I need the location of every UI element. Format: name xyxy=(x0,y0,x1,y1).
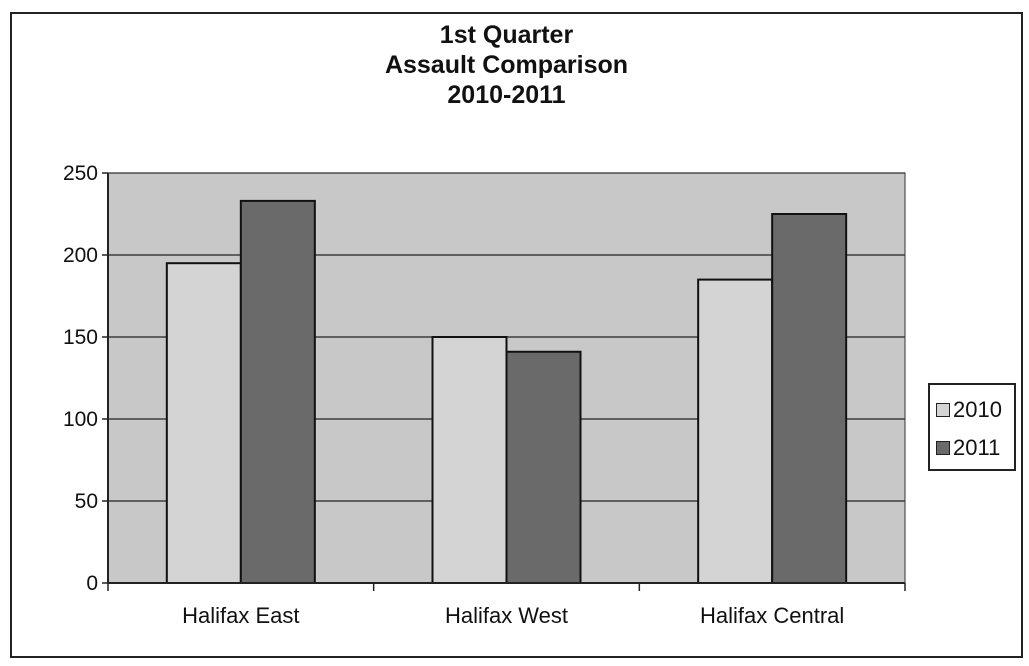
bar-2011-0 xyxy=(239,199,316,584)
y-tick-label: 0 xyxy=(86,572,98,595)
legend-swatch-2011 xyxy=(936,441,950,455)
x-tick-label: Halifax Central xyxy=(700,603,844,628)
bar-2010-1 xyxy=(431,336,508,584)
y-tick-label: 100 xyxy=(63,408,98,431)
legend-item-2011: 2011 xyxy=(936,435,1000,461)
bar-2010-0 xyxy=(165,262,242,584)
bar-2011-1 xyxy=(505,350,582,585)
chart-title-line-1: 1st Quarter xyxy=(439,21,574,49)
legend-swatch-2010 xyxy=(936,403,950,417)
y-tick-label: 150 xyxy=(63,326,98,349)
y-tick-label: 250 xyxy=(63,162,98,185)
bar-2010-2 xyxy=(697,278,774,584)
x-tick-label: Halifax East xyxy=(182,603,299,628)
legend-label-2010: 2010 xyxy=(953,397,1002,422)
chart-title-line-3: 2010-2011 xyxy=(447,81,566,109)
y-tick-label: 200 xyxy=(63,244,98,267)
x-tick-label: Halifax West xyxy=(445,603,568,628)
chart-legend: 2010 2011 xyxy=(928,383,1016,471)
legend-item-2010: 2010 xyxy=(936,397,1002,423)
legend-label-2011: 2011 xyxy=(953,435,1001,460)
bar-2011-2 xyxy=(771,213,848,584)
y-tick-label: 50 xyxy=(75,490,98,513)
chart-title: 1st Quarter Assault Comparison 2010-2011 xyxy=(0,20,1013,110)
chart-title-line-2: Assault Comparison xyxy=(384,51,629,79)
